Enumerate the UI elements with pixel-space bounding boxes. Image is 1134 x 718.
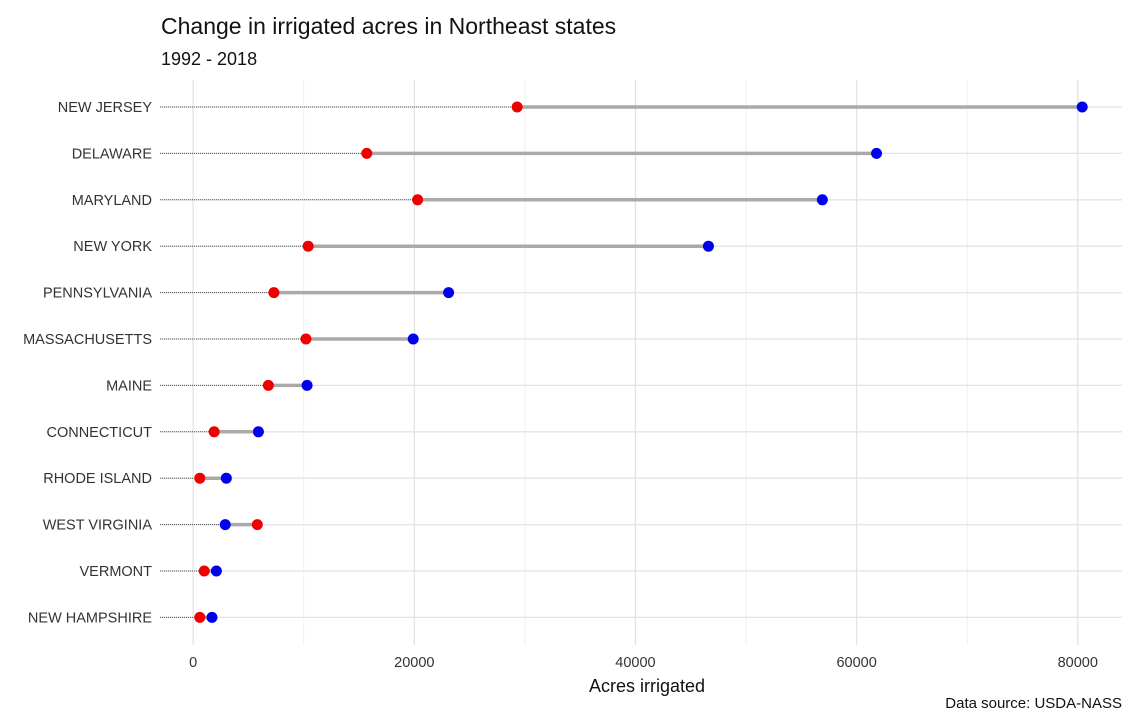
chart-subtitle: 1992 - 2018 xyxy=(161,49,258,69)
x-axis-tick-labels: 0 20000 40000 60000 80000 xyxy=(189,655,1098,671)
point-red xyxy=(511,101,523,113)
range-segments xyxy=(199,105,1083,620)
point-red xyxy=(268,287,280,299)
y-tick-label: MASSACHUSETTS xyxy=(23,332,152,348)
x-tick-label: 20000 xyxy=(394,655,434,671)
y-axis-labels: NEW JERSEY DELAWARE MARYLAND NEW YORK PENNSY… xyxy=(23,100,152,626)
leader-lines xyxy=(160,106,518,618)
point-blue xyxy=(210,565,222,577)
point-red xyxy=(194,472,206,484)
point-red xyxy=(194,611,206,623)
point-blue xyxy=(220,472,232,484)
point-blue xyxy=(252,426,264,438)
point-blue xyxy=(219,519,231,531)
x-axis-title: Acres irrigated xyxy=(589,676,705,696)
y-tick-label: MARYLAND xyxy=(72,193,152,209)
point-red xyxy=(300,333,312,345)
y-tick-label: PENNSYLVANIA xyxy=(43,286,152,302)
point-red xyxy=(302,240,314,252)
data-source-caption: Data source: USDA-NASS xyxy=(945,695,1122,712)
data-points xyxy=(194,101,1088,623)
y-tick-label: WEST VIRGINIA xyxy=(43,518,153,534)
y-tick-label: CONNECTICUT xyxy=(46,425,152,441)
x-tick-label: 60000 xyxy=(836,655,876,671)
point-blue xyxy=(301,379,313,391)
y-tick-label: NEW YORK xyxy=(73,239,152,255)
point-red xyxy=(262,379,274,391)
point-blue xyxy=(871,147,883,159)
y-tick-label: MAINE xyxy=(106,378,152,394)
point-red xyxy=(198,565,210,577)
point-blue xyxy=(816,194,828,206)
y-tick-label: NEW JERSEY xyxy=(58,100,153,116)
point-blue xyxy=(407,333,419,345)
y-tick-label: NEW HAMPSHIRE xyxy=(28,610,152,626)
point-red xyxy=(251,519,263,531)
x-tick-label: 80000 xyxy=(1058,655,1098,671)
point-blue xyxy=(443,287,455,299)
x-tick-label: 40000 xyxy=(615,655,655,671)
grid-lines xyxy=(160,80,1122,645)
y-tick-label: VERMONT xyxy=(80,564,153,580)
x-tick-label: 0 xyxy=(189,655,197,671)
y-tick-label: RHODE ISLAND xyxy=(43,471,152,487)
point-red xyxy=(361,147,373,159)
point-red xyxy=(208,426,220,438)
point-blue xyxy=(206,611,218,623)
chart-title: Change in irrigated acres in Northeast s… xyxy=(161,13,617,39)
y-tick-label: DELAWARE xyxy=(72,146,153,162)
point-blue xyxy=(702,240,714,252)
point-blue xyxy=(1076,101,1088,113)
point-red xyxy=(412,194,424,206)
